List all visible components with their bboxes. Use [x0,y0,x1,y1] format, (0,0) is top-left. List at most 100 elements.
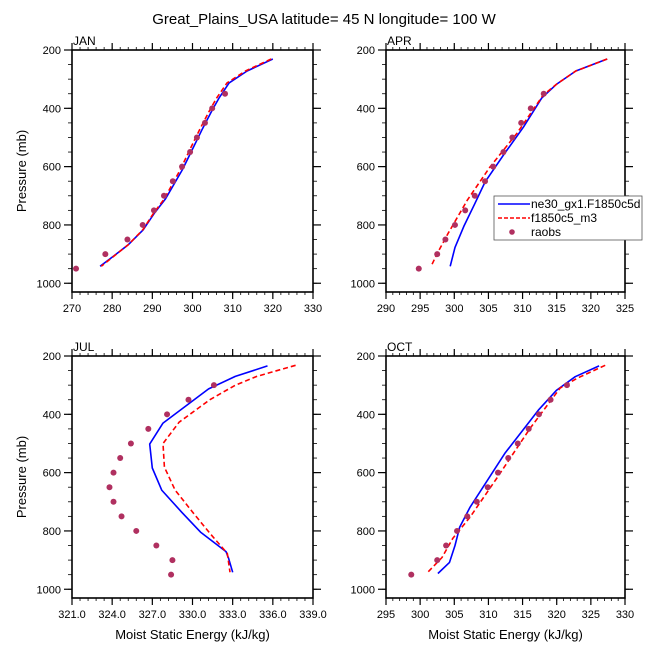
raobs-point [500,149,507,156]
x-tick-label: 320 [264,303,282,315]
raobs-point [102,251,109,258]
x-tick-label: 310 [513,303,531,315]
raobs-point [484,484,491,491]
raobs-point [193,134,200,141]
y-tick-label: 400 [357,103,375,115]
x-tick-label: 300 [411,609,429,621]
panel-oct: OCT 295 300 305 310 315 320 325 330 200 400 600 800 1… [351,340,635,642]
raobs-point [169,178,176,185]
legend-label: raobs [531,225,561,239]
raobs-point [117,455,124,462]
raobs-point [518,119,525,126]
raobs-point [563,382,570,389]
y-axis-title: Pressure (mb) [14,130,29,212]
y-tick-label: 800 [357,220,375,232]
plot-area [408,364,606,578]
x-axis-title: Moist Static Energy (kJ/kg) [115,627,270,642]
y-tick-label: 200 [43,45,61,57]
y-tick-label: 600 [357,468,375,480]
raobs-point [505,455,512,462]
raobs-point [434,557,441,564]
panel-title: OCT [387,340,413,354]
raobs-point [209,105,216,112]
series-line-ne30-gx1-f1850c5d [437,365,600,575]
raobs-point [443,542,450,549]
x-tick-label: 295 [411,303,429,315]
y-tick-label: 800 [357,526,375,538]
raobs-point [471,192,478,199]
raobs-point [535,411,542,418]
x-tick-label: 325 [616,303,634,315]
plot-frame [71,355,314,599]
x-tick-label: 290 [143,303,161,315]
x-tick-label: 320 [548,609,566,621]
raobs-point [473,498,480,505]
raobs-point [169,557,176,564]
y-tick-label: 200 [357,351,375,363]
raobs-point [168,571,175,578]
y-tick-label: 600 [357,162,375,174]
raobs-point [110,498,117,505]
x-tick-label: 325 [582,609,600,621]
x-tick-label: 310 [223,303,241,315]
y-tick-label: 600 [43,468,61,480]
y-tick-label: 200 [357,45,375,57]
raobs-point [540,90,547,97]
raobs-point [150,207,157,214]
x-tick-label: 324.0 [98,609,126,621]
plot-frame [71,49,314,293]
raobs-point [454,527,461,534]
raobs-point [408,571,415,578]
series-line-ne30-gx1-f1850c5d [148,365,268,573]
x-tick-label: 290 [377,303,395,315]
raobs-point [164,411,171,418]
x-tick-label: 333.0 [219,609,247,621]
y-tick-label: 1000 [37,584,61,596]
panel-title: JAN [73,34,96,48]
x-tick-label: 315 [513,609,531,621]
x-tick-label: 336.0 [259,609,287,621]
series-line-f1850c5-m3 [100,58,272,267]
raobs-point [415,265,422,272]
plot-area [106,364,296,578]
y-tick-label: 1000 [351,584,375,596]
panels: JAN 270 280 290 300 310 320 330 200 400 600 800 1000… [14,34,643,642]
raobs-point [527,105,534,112]
y-tick-label: 400 [357,409,375,421]
raobs-point [482,178,489,185]
x-tick-label: 330.0 [179,609,207,621]
raobs-point [187,149,194,156]
y-tick-label: 1000 [351,278,375,290]
y-tick-label: 1000 [37,278,61,290]
raobs-point [160,192,167,199]
raobs-point [118,513,125,520]
plot-frame [385,355,626,599]
panel-jan: JAN 270 280 290 300 310 320 330 200 400 600 800 1000… [14,34,322,315]
figure-title: Great_Plains_USA latitude= 45 N longitud… [152,11,496,28]
y-tick-label: 400 [43,103,61,115]
raobs-point [106,484,113,491]
panel-title: APR [387,34,412,48]
raobs-point [210,382,217,389]
raobs-point [434,251,441,258]
raobs-point [133,527,140,534]
y-tick-label: 800 [43,526,61,538]
x-tick-label: 305 [445,609,463,621]
y-axis-title: Pressure (mb) [14,436,29,518]
y-tick-label: 800 [43,220,61,232]
series-line-f1850c5-m3 [427,364,606,573]
raobs-point [222,90,229,97]
plot-frame [385,49,626,293]
x-tick-label: 295 [377,609,395,621]
raobs-point [139,221,146,228]
raobs-point [73,265,80,272]
series-line-ne30-gx1-f1850c5d [99,58,274,267]
series-line-f1850c5-m3 [162,364,296,573]
raobs-point [145,425,152,432]
x-tick-label: 300 [445,303,463,315]
raobs-point [201,119,208,126]
raobs-point [153,542,160,549]
x-tick-label: 327.0 [139,609,167,621]
raobs-point [490,163,497,170]
